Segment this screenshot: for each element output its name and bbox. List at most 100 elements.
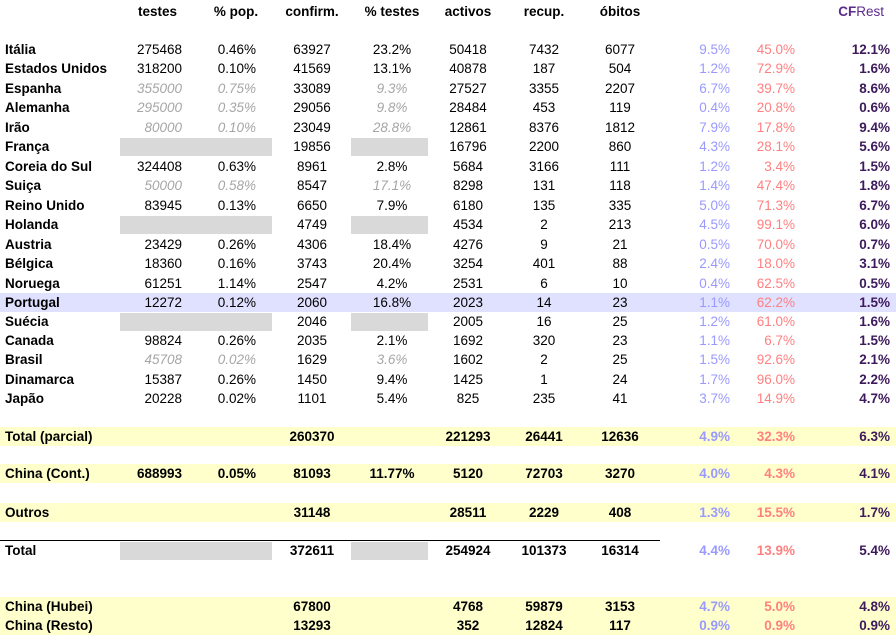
cell-pop xyxy=(190,541,256,560)
cell-rate-1: 0.9% xyxy=(699,618,730,633)
cell-testes: 295000 xyxy=(136,100,182,115)
cell-cfrest: 6.0% xyxy=(859,217,890,232)
cell-testes: 80000 xyxy=(144,120,182,135)
cell-confirm: 4749 xyxy=(296,217,328,232)
cell-testes: 15387 xyxy=(144,372,182,387)
cell-testes: 355000 xyxy=(136,81,182,96)
cell-confirm: 4306 xyxy=(296,237,328,252)
cell-testes xyxy=(110,503,182,522)
cell-confirm: 372611 xyxy=(289,543,335,558)
cell-confirm: 31148 xyxy=(293,505,331,520)
cell-confirm: 19856 xyxy=(293,139,331,154)
cell-confirm: 1450 xyxy=(296,372,328,387)
cell-testes xyxy=(110,597,182,616)
cell-confirm: 2046 xyxy=(296,314,328,329)
cell-recup: 401 xyxy=(532,256,556,271)
cell-rate-1: 4.0% xyxy=(699,466,730,481)
cell-rate-1: 3.7% xyxy=(699,391,730,406)
cell-pct-testes: 9.8% xyxy=(376,100,408,115)
country-row: Holanda 4749 4534 2 213 4.5% 99.1% 6.0% xyxy=(0,215,896,234)
cell-recup: 320 xyxy=(532,333,556,348)
cell-confirm: 3743 xyxy=(296,256,328,271)
cell-rate-2: 72.9% xyxy=(756,61,795,76)
cell-pct-testes xyxy=(352,541,432,560)
country-name: Suiça xyxy=(5,178,42,193)
cell-rate-1: 1.2% xyxy=(699,314,730,329)
gray-cell-pct xyxy=(351,216,428,234)
country-name: Outros xyxy=(5,505,50,520)
cell-obitos: 3270 xyxy=(604,466,636,481)
cell-testes: 20228 xyxy=(144,391,182,406)
cell-testes: 324408 xyxy=(136,159,182,174)
cell-activos: 2531 xyxy=(452,276,484,291)
cell-confirm: 23049 xyxy=(293,120,331,135)
cell-cfrest: 4.7% xyxy=(859,391,890,406)
cell-rate-2: 14.9% xyxy=(756,391,795,406)
cell-rate-2: 62.5% xyxy=(756,276,795,291)
cell-rate-1: 4.7% xyxy=(699,599,730,614)
cell-rate-1: 5.0% xyxy=(699,198,730,213)
cell-rate-2: 71.3% xyxy=(756,198,795,213)
cell-pop: 0.13% xyxy=(217,198,256,213)
cell-cfrest: 1.6% xyxy=(859,314,890,329)
cell-pop xyxy=(190,215,256,234)
cell-pct-testes: 20.4% xyxy=(372,256,412,271)
country-name: Irão xyxy=(5,120,30,135)
cell-pct-testes xyxy=(352,503,432,522)
cell-cfrest: 0.6% xyxy=(859,100,890,115)
cell-recup: 131 xyxy=(532,178,556,193)
cell-testes: 83945 xyxy=(144,198,182,213)
cell-pop xyxy=(190,137,256,156)
cell-testes xyxy=(110,616,182,635)
country-name: Brasil xyxy=(5,352,43,367)
country-row: Brasil 45708 0.02% 1629 3.6% 1602 2 25 1.5% 92.6%… xyxy=(0,350,896,369)
country-name: China (Cont.) xyxy=(5,466,90,481)
cell-rate-1: 9.5% xyxy=(699,42,730,57)
cell-rate-2: 6.7% xyxy=(764,333,795,348)
row-background xyxy=(0,464,896,483)
country-name: Espanha xyxy=(5,81,62,96)
total-divider xyxy=(0,540,660,541)
cell-recup: 1 xyxy=(540,372,548,387)
cell-recup: 9 xyxy=(540,237,548,252)
country-row: Reino Unido 83945 0.13% 6650 7.9% 6180 135 335 5… xyxy=(0,196,896,215)
header-obitos: óbitos xyxy=(599,4,641,19)
cell-cfrest: 6.3% xyxy=(859,429,890,444)
cell-rate-1: 1.5% xyxy=(699,352,730,367)
cell-cfrest: 1.5% xyxy=(859,159,890,174)
cell-activos: 2005 xyxy=(452,314,484,329)
cell-cfrest: 0.7% xyxy=(859,237,890,252)
cell-recup: 59879 xyxy=(525,599,563,614)
cell-confirm: 2060 xyxy=(296,295,328,310)
country-row: Itália 275468 0.46% 63927 23.2% 50418 7432 6077… xyxy=(0,40,896,59)
cell-activos: 4768 xyxy=(452,599,484,614)
cell-testes: 45708 xyxy=(144,352,182,367)
cell-rate-2: 18.0% xyxy=(756,256,795,271)
gray-cell-pct xyxy=(351,313,428,331)
cell-recup: 2200 xyxy=(528,139,560,154)
cell-testes: 18360 xyxy=(144,256,182,271)
cell-activos: 40878 xyxy=(449,61,487,76)
cell-pop: 0.26% xyxy=(217,333,256,348)
cell-pop xyxy=(190,427,256,446)
country-row: Suécia 2046 2005 16 25 1.2% 61.0% 1.6% xyxy=(0,312,896,331)
cell-pop: 0.02% xyxy=(217,352,256,367)
country-name: China (Resto) xyxy=(5,618,93,633)
cell-activos: 27527 xyxy=(449,81,487,96)
cell-cfrest: 1.6% xyxy=(859,61,890,76)
cell-confirm: 33089 xyxy=(293,81,331,96)
cell-obitos: 118 xyxy=(609,178,631,193)
cell-recup: 7432 xyxy=(528,42,560,57)
cell-confirm: 1629 xyxy=(296,352,328,367)
gray-cell-testes xyxy=(120,313,272,331)
cell-pop: 0.75% xyxy=(217,81,256,96)
cell-rate-1: 1.1% xyxy=(699,295,730,310)
cell-pop: 0.05% xyxy=(217,466,256,481)
cell-pop: 0.02% xyxy=(217,391,256,406)
cell-obitos: 3153 xyxy=(604,599,636,614)
cell-pct-testes: 4.2% xyxy=(376,276,408,291)
cell-rate-2: 20.8% xyxy=(756,100,795,115)
cell-cfrest: 6.7% xyxy=(859,198,890,213)
cell-rate-2: 5.0% xyxy=(764,599,795,614)
cell-rate-2: 0.9% xyxy=(764,618,795,633)
